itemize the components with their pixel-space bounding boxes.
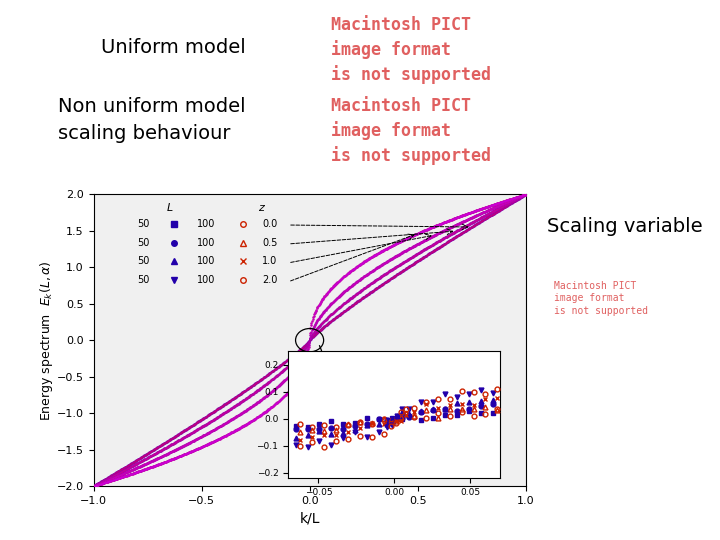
Text: 50: 50 (137, 238, 149, 247)
Text: 0.0: 0.0 (262, 219, 277, 228)
Text: 100: 100 (197, 275, 216, 286)
Text: 0.5: 0.5 (262, 238, 277, 247)
Text: 50: 50 (137, 275, 149, 286)
Text: 50: 50 (137, 256, 149, 266)
Text: 1.0: 1.0 (262, 256, 277, 266)
Text: Scaling variable: Scaling variable (547, 217, 703, 237)
Text: Non uniform model
scaling behaviour: Non uniform model scaling behaviour (58, 97, 246, 143)
Text: z: z (258, 203, 264, 213)
Text: 100: 100 (197, 219, 216, 228)
X-axis label: k/L: k/L (300, 511, 320, 525)
Text: 2.0: 2.0 (262, 275, 277, 286)
Text: Macintosh PICT
image format
is not supported: Macintosh PICT image format is not suppo… (331, 97, 491, 165)
Text: Uniform model: Uniform model (101, 38, 246, 57)
Text: L: L (167, 203, 174, 213)
Text: 100: 100 (197, 256, 216, 266)
Text: Macintosh PICT
image format
is not supported: Macintosh PICT image format is not suppo… (331, 16, 491, 84)
Text: Macintosh PICT
image format
is not supported: Macintosh PICT image format is not suppo… (554, 281, 649, 315)
Text: 100: 100 (197, 238, 216, 247)
Y-axis label: Energy spectrum  $E_k(L, \alpha)$: Energy spectrum $E_k(L, \alpha)$ (38, 260, 55, 421)
Text: 50: 50 (137, 219, 149, 228)
